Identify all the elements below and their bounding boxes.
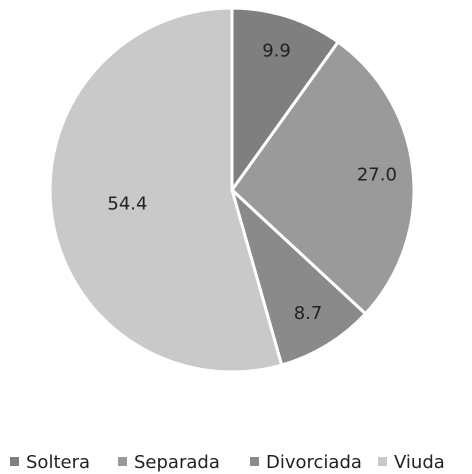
- legend-label: Separada: [134, 452, 220, 473]
- legend-swatch: [118, 457, 127, 466]
- legend-label: Soltera: [26, 452, 90, 473]
- data-label: 27.0: [357, 164, 397, 185]
- data-label: 54.4: [107, 194, 147, 215]
- legend-swatch: [10, 457, 19, 466]
- chart: 9.9 27.0 8.7 54.4 Soltera Separada Divorciada V…: [0, 0, 472, 474]
- legend-swatch: [378, 457, 387, 466]
- legend-label: Viuda: [394, 452, 445, 473]
- data-label: 9.9: [262, 40, 291, 61]
- data-label: 8.7: [294, 303, 323, 324]
- legend-swatch: [250, 457, 259, 466]
- legend-label: Divorciada: [266, 452, 362, 473]
